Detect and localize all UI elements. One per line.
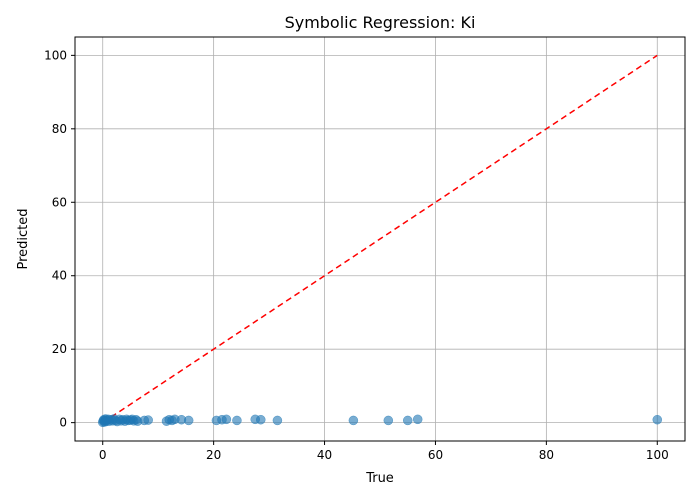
- x-tick-label: 40: [317, 448, 332, 462]
- data-point: [383, 415, 394, 426]
- chart-title: Symbolic Regression: Ki: [285, 13, 476, 32]
- x-tick-label: 80: [539, 448, 554, 462]
- x-axis-label: True: [365, 471, 394, 486]
- reference-line-group: [102, 54, 658, 424]
- data-point: [412, 414, 423, 425]
- y-tick-label: 100: [44, 48, 67, 62]
- y-tick-label: 20: [52, 342, 67, 356]
- plot-area-frame: [74, 36, 686, 442]
- data-point: [256, 414, 266, 425]
- y-tick-label: 60: [52, 195, 67, 209]
- x-tick-label: 100: [646, 448, 669, 462]
- data-point: [402, 415, 413, 426]
- x-tick-label: 20: [206, 448, 221, 462]
- axis-ticks: 0 20 40 60 80 100 0 20 40 60 80 100: [44, 48, 669, 462]
- y-tick-label: 0: [59, 416, 67, 430]
- data-point: [272, 415, 283, 426]
- data-points: [97, 414, 663, 428]
- data-point: [652, 414, 663, 425]
- x-tick-label: 0: [99, 448, 107, 462]
- data-point: [143, 415, 153, 425]
- data-point: [183, 415, 194, 426]
- reference-line: [102, 54, 658, 424]
- y-tick-label: 40: [52, 269, 67, 283]
- data-point: [232, 415, 242, 426]
- data-point: [221, 414, 232, 425]
- y-tick-label: 80: [52, 122, 67, 136]
- x-tick-label: 60: [428, 448, 443, 462]
- y-axis-label: Predicted: [16, 208, 31, 269]
- data-point: [348, 415, 359, 426]
